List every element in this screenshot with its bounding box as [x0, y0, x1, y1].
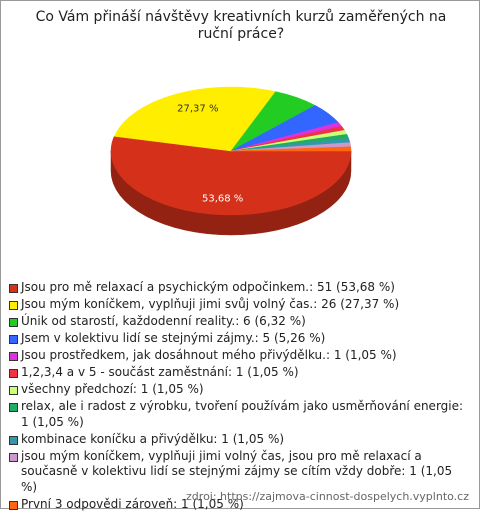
- legend-label: Jsou mým koníčkem, vyplňuji jimi svůj vo…: [21, 297, 400, 311]
- legend-label: Jsem v kolektivu lidí se stejnými zájmy.…: [21, 331, 326, 345]
- value-label: 53,68 %: [202, 194, 243, 205]
- slice: [113, 86, 277, 152]
- legend-item: jsou mým koníčkem, vyplňuji jimi volný č…: [9, 449, 471, 496]
- legend-swatch: [9, 284, 18, 293]
- legend-item: Jsou pro mě relaxací a psychickým odpoči…: [9, 280, 471, 296]
- slice-top: [230, 146, 352, 152]
- legend: Jsou pro mě relaxací a psychickým odpoči…: [9, 280, 471, 514]
- legend-swatch: [9, 435, 18, 445]
- legend-label: Únik od starostí, každodenní reality.: 6…: [21, 314, 306, 328]
- legend-item: 1,2,3,4 a v 5 - součást zaměstnání: 1 (1…: [9, 365, 471, 381]
- legend-label: všechny předchozí: 1 (1,05 %): [21, 382, 204, 396]
- source: zdroj: https://zajmova-cinnost-dospelych…: [186, 490, 469, 503]
- slice-top: [113, 86, 277, 152]
- legend-item: všechny předchozí: 1 (1,05 %): [9, 382, 471, 398]
- value-label: 27,37 %: [177, 103, 218, 114]
- legend-item: kombinace koníčku a přivýdělku: 1 (1,05 …: [9, 432, 471, 448]
- legend-swatch: [9, 318, 18, 327]
- slice: [110, 136, 352, 236]
- legend-label: Jsou prostředkem, jak dosáhnout mého při…: [21, 348, 397, 362]
- legend-item: Jsou mým koníčkem, vyplňuji jimi svůj vo…: [9, 297, 471, 313]
- slice-top: [110, 136, 352, 216]
- legend-label: relax, ale i radost z výrobku, tvoření p…: [21, 399, 464, 429]
- legend-swatch: [9, 500, 18, 510]
- legend-label: První 3 odpovědi zároveň: 1 (1,05 %): [21, 496, 244, 511]
- legend-item: Jsem v kolektivu lidí se stejnými zájmy.…: [9, 331, 471, 347]
- legend-item: relax, ale i radost z výrobku, tvoření p…: [9, 399, 471, 430]
- legend-swatch: [9, 386, 18, 395]
- pie-area: 53,68 % 27,37 %: [110, 86, 352, 236]
- legend-swatch: [9, 403, 18, 412]
- legend-item: Jsou prostředkem, jak dosáhnout mého při…: [9, 348, 471, 364]
- legend-label: jsou mým koníčkem, vyplňuji jimi volný č…: [21, 448, 453, 494]
- legend-swatch: [9, 352, 18, 361]
- legend-swatch: [9, 452, 18, 462]
- legend-label: 1,2,3,4 a v 5 - součást zaměstnání: 1 (1…: [21, 365, 299, 379]
- legend-label: kombinace koníčku a přivýdělku: 1 (1,05 …: [21, 431, 285, 446]
- chart-title: Co Vám přináší návštěvy kreativních kurz…: [35, 9, 447, 42]
- legend-swatch: [9, 335, 18, 344]
- legend-item: Únik od starostí, každodenní reality.: 6…: [9, 314, 471, 330]
- legend-swatch: [9, 301, 18, 310]
- legend-swatch: [9, 369, 18, 378]
- legend-label: Jsou pro mě relaxací a psychickým odpoči…: [21, 280, 395, 294]
- slice: [230, 146, 352, 152]
